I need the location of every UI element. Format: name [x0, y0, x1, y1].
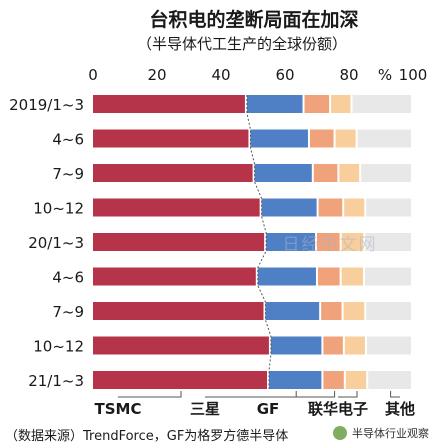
category-label: 21/1~3	[28, 372, 84, 390]
bar-segment	[357, 129, 411, 148]
category-label: 7~9	[52, 303, 84, 321]
x-tick-label: 0	[88, 66, 98, 84]
legend-leader-line	[268, 391, 336, 398]
bar-segment	[344, 198, 365, 217]
bar-segment	[270, 336, 322, 355]
bar-segment	[317, 267, 340, 286]
category-label: 7~9	[52, 165, 84, 183]
bar-segment	[93, 267, 256, 286]
bar-segment	[93, 233, 265, 251]
bar-segment	[345, 371, 367, 389]
bar-segment	[250, 129, 308, 148]
category-label: 10~12	[33, 200, 84, 218]
legend-label: TSMC	[95, 400, 142, 418]
bar-segment	[309, 129, 334, 148]
wechat-logo: 半导体行业观察	[333, 426, 429, 440]
bar-segment	[254, 164, 312, 182]
bar-segment	[246, 95, 303, 113]
legend-label: 联华电子	[308, 400, 368, 418]
logo-text: 半导体行业观察	[352, 426, 429, 440]
x-tick-label: 40	[211, 66, 230, 84]
legend-label: GF	[257, 400, 280, 418]
category-labels: 2019/1~3 4~6 7~9 10~12 20/1~3 4~6 7~9 10~12 21/1…	[9, 96, 84, 390]
bar-segment	[335, 129, 356, 148]
unit-label: %	[378, 66, 392, 84]
legend-leader-line	[338, 391, 358, 398]
bar-segment	[93, 129, 249, 148]
bar-segment	[361, 164, 411, 182]
bars	[93, 95, 411, 389]
x-tick-label: 80	[339, 66, 358, 84]
category-label: 10~12	[33, 338, 84, 356]
bar-segment	[339, 164, 360, 182]
bar-segment	[261, 198, 317, 217]
legend-leader-line	[205, 391, 297, 398]
bar-segment	[323, 371, 344, 389]
bar-segment	[93, 95, 245, 113]
bar-segment	[266, 233, 315, 251]
bar-segment	[321, 302, 342, 320]
bar-segment	[341, 267, 363, 286]
legend-leader-line	[118, 391, 182, 398]
bar-segment	[318, 198, 343, 217]
wechat-icon	[333, 426, 347, 440]
bar-segment	[365, 233, 411, 251]
chart-subtitle: （半导体代工生产的全球份额）	[137, 35, 347, 53]
category-label: 4~6	[52, 131, 84, 149]
legend-label: 三星	[190, 400, 220, 418]
bar-segment	[352, 95, 411, 113]
x-tick-label: 20	[147, 66, 166, 84]
bar-segment	[365, 267, 411, 286]
source-note: （数据来源）TrendForce，GF为格罗方德半导体	[5, 428, 288, 444]
legend: TSMC 三星 GF 联华电子 其他	[95, 391, 415, 418]
bar-segment	[304, 95, 330, 113]
bar-segment	[366, 336, 411, 355]
category-label: 20/1~3	[28, 234, 84, 252]
bar-segment	[368, 371, 411, 389]
bar-segment	[313, 164, 338, 182]
bar-segment	[265, 302, 320, 320]
category-label: 4~6	[52, 269, 84, 287]
bar-segment	[257, 267, 316, 286]
bar-segment	[93, 302, 264, 320]
x-axis-ticks: 0 20 40 60 80 100	[88, 66, 427, 84]
bar-segment	[331, 95, 351, 113]
bar-segment	[93, 371, 267, 389]
bar-segment	[317, 233, 340, 251]
legend-label: 其他	[385, 400, 415, 418]
chart-title: 台积电的垄断局面在加深	[149, 8, 358, 31]
bar-segment	[269, 371, 322, 389]
bar-segment	[93, 198, 260, 217]
legend-leader-line	[390, 391, 400, 398]
category-label: 2019/1~3	[9, 96, 84, 114]
bar-segment	[93, 336, 269, 355]
bar-segment	[93, 164, 253, 182]
bar-segment	[323, 336, 343, 355]
bar-segment	[366, 198, 411, 217]
bar-segment	[343, 302, 365, 320]
bar-segment	[344, 336, 365, 355]
bar-segment	[341, 233, 364, 251]
tsmc-share-connector	[246, 95, 272, 389]
x-tick-label: 60	[275, 66, 294, 84]
watermark-text: 日经中文网	[283, 235, 378, 255]
x-tick-label: 100	[399, 66, 428, 84]
bar-segment	[366, 302, 411, 320]
